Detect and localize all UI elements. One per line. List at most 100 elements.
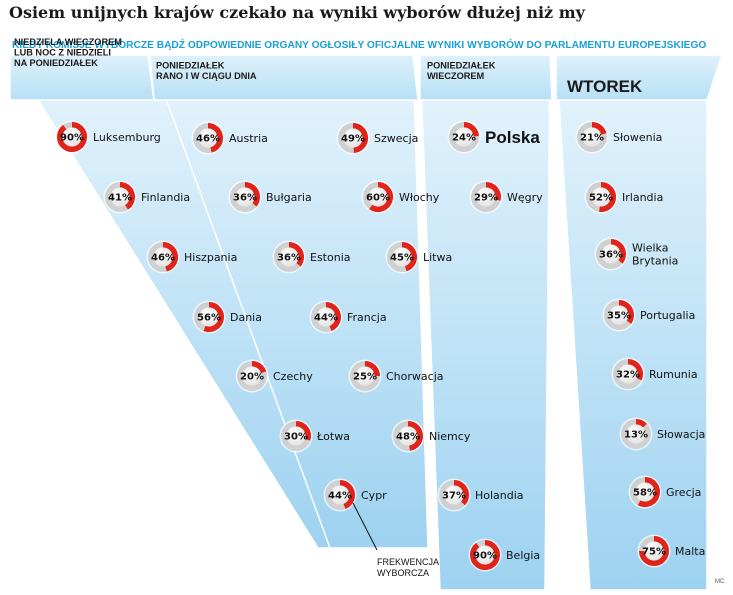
donut-hole bbox=[476, 187, 496, 207]
donut-arc bbox=[407, 421, 423, 451]
donut-hole bbox=[582, 127, 602, 147]
donut-arc bbox=[453, 480, 469, 506]
donut-arc bbox=[57, 122, 87, 152]
donut-arc bbox=[352, 122, 369, 153]
turnout-value: 45% bbox=[390, 253, 414, 264]
donut-holandia: 37% Holandia bbox=[437, 478, 524, 512]
donut-arc bbox=[637, 477, 660, 507]
donut-dania: 56% Dania bbox=[192, 300, 262, 334]
donut-hole bbox=[286, 426, 306, 446]
turnout-value: 52% bbox=[589, 193, 613, 204]
donut-hole bbox=[153, 247, 173, 267]
donut-hole bbox=[330, 485, 350, 505]
country-label: Belgia bbox=[506, 549, 540, 562]
country-label: Malta bbox=[675, 545, 705, 558]
turnout-value: 41% bbox=[108, 193, 132, 204]
turnout-value: 36% bbox=[233, 193, 257, 204]
donut-hole bbox=[368, 187, 388, 207]
donut-hole bbox=[355, 366, 375, 386]
country-label: Niemcy bbox=[429, 430, 471, 443]
donut-hole bbox=[235, 187, 255, 207]
donut-hole bbox=[591, 187, 611, 207]
band-header-3: PONIEDZIAŁEK WIECZOREM bbox=[427, 61, 496, 82]
donut-chorwacja: 25% Chorwacja bbox=[348, 359, 444, 393]
country-label: Bułgaria bbox=[266, 191, 312, 204]
donut-hole bbox=[343, 128, 363, 148]
donut-hole bbox=[242, 366, 262, 386]
country-label: Holandia bbox=[475, 489, 524, 502]
turnout-value: 49% bbox=[341, 134, 365, 145]
donut-arc bbox=[610, 239, 626, 264]
turnout-value: 13% bbox=[624, 430, 648, 441]
donut-arc bbox=[463, 122, 479, 137]
turnout-value: 48% bbox=[396, 432, 420, 443]
band-headers: NIEDZIELA WIECZOREM LUB NOC Z NIEDZIELI NA… bbox=[14, 37, 643, 96]
credit: MC bbox=[715, 579, 725, 585]
country-label: Wielka Brytania bbox=[632, 242, 678, 268]
donut-grecja: 58% Grecja bbox=[628, 475, 701, 509]
donut-hole bbox=[392, 247, 412, 267]
country-label: Łotwa bbox=[316, 430, 350, 443]
country-label: Finlandia bbox=[141, 191, 190, 204]
donut-arc bbox=[325, 302, 341, 331]
time-band-header-bg-3 bbox=[419, 54, 553, 101]
donut-estonia: 36% Estonia bbox=[272, 240, 351, 274]
donut-arc bbox=[599, 181, 616, 212]
donut-luksemburg: 90% Luksemburg bbox=[55, 120, 161, 154]
turnout-value: 25% bbox=[353, 372, 377, 383]
donut-niemcy: 48% Niemcy bbox=[391, 419, 471, 453]
donut-szwecja: 49% Szwecja bbox=[336, 121, 418, 155]
country-label: Czechy bbox=[273, 370, 313, 383]
donut-arc bbox=[364, 361, 380, 377]
donut-francja: 44% Francja bbox=[309, 300, 387, 334]
donut-arc bbox=[119, 182, 135, 210]
turnout-value: 21% bbox=[580, 133, 604, 144]
band-header-1: NIEDZIELA WIECZOREM LUB NOC Z NIEDZIELI NA… bbox=[14, 37, 122, 68]
donut-arc bbox=[288, 242, 304, 267]
donut-arc bbox=[618, 300, 634, 324]
time-band-header-bg-4 bbox=[555, 54, 724, 101]
donut-rumunia: 32% Rumunia bbox=[611, 357, 698, 391]
donut-słowacja: 13% Słowacja bbox=[619, 417, 705, 451]
donut-hole bbox=[198, 128, 218, 148]
turnout-value: 46% bbox=[196, 134, 220, 145]
turnout-value: 36% bbox=[277, 253, 301, 264]
chart-subtitle: KIEDY KOMISJE WYBORCZE BĄDŹ ODPOWIEDNIE … bbox=[12, 38, 706, 51]
donut-bułgaria: 36% Bułgaria bbox=[228, 180, 312, 214]
donut-portugalia: 35% Portugalia bbox=[602, 298, 695, 332]
donut-hole bbox=[398, 426, 418, 446]
turnout-value: 30% bbox=[284, 432, 308, 443]
donut-polska: 24% Polska bbox=[447, 120, 540, 154]
donut-hole bbox=[444, 485, 464, 505]
turnout-value: 29% bbox=[474, 193, 498, 204]
turnout-value: 44% bbox=[314, 313, 338, 324]
country-label: Polska bbox=[485, 128, 540, 147]
donut-hole bbox=[618, 364, 638, 384]
turnout-value: 37% bbox=[442, 491, 466, 502]
donut-hole bbox=[316, 307, 336, 327]
band-header-2: PONIEDZIAŁEK RANO I W CIĄGU DNIA bbox=[156, 61, 257, 82]
donut-arc bbox=[295, 421, 311, 441]
band-header-4: WTOREK bbox=[567, 77, 643, 96]
donut-czechy: 20% Czechy bbox=[235, 359, 313, 393]
country-label: Hiszpania bbox=[184, 251, 237, 264]
donut-łotwa: 30% Łotwa bbox=[279, 419, 350, 453]
donut-wielka-brytania: 36% Wielka Brytania bbox=[594, 237, 678, 271]
country-label: Portugalia bbox=[640, 309, 695, 322]
country-label: Słowenia bbox=[613, 131, 662, 144]
donut-arc bbox=[485, 182, 501, 201]
turnout-value: 60% bbox=[366, 193, 390, 204]
country-label: Irlandia bbox=[622, 191, 663, 204]
country-label: Słowacja bbox=[657, 428, 705, 441]
donut-austria: 46% Austria bbox=[191, 121, 268, 155]
donut-litwa: 45% Litwa bbox=[385, 240, 452, 274]
donut-arc bbox=[244, 182, 260, 207]
donut-arc bbox=[369, 182, 393, 212]
country-label: Cypr bbox=[361, 489, 387, 502]
turnout-value: 90% bbox=[473, 551, 497, 562]
turnout-value: 90% bbox=[60, 133, 84, 144]
country-label: Luksemburg bbox=[93, 131, 161, 144]
donut-hole bbox=[454, 127, 474, 147]
donut-arc bbox=[591, 122, 607, 135]
